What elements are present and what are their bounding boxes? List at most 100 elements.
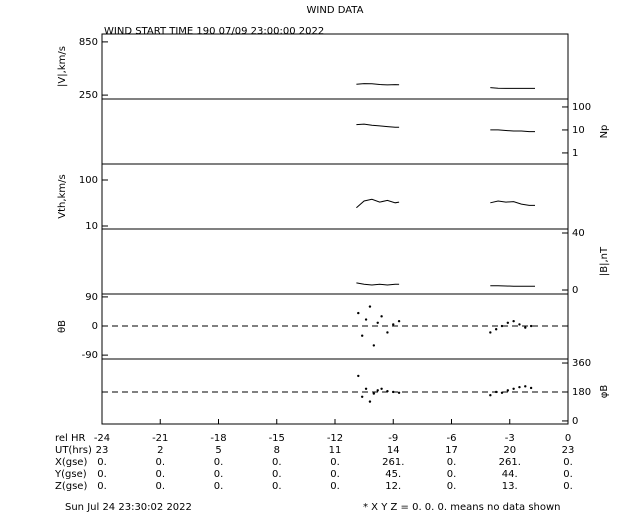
table-cell: 0. [330,457,340,468]
y-tick-label: 0 [572,416,578,427]
table-cell: 20 [503,445,516,456]
y-tick-label: 850 [79,37,98,48]
data-point [518,323,521,326]
data-point [494,328,498,331]
table-cell: 13. [502,481,518,492]
table-cell: 0. [97,457,107,468]
x-tick-label: -12 [327,433,343,444]
panel-frame [101,228,569,295]
data-line [356,198,535,209]
table-cell: 261. [382,457,404,468]
table-cell: 0. [155,469,165,480]
data-point [376,389,379,392]
y-axis-label: |B|,nT [599,246,610,276]
y-tick-label: -90 [82,350,98,361]
x-tick-label: -3 [505,433,515,444]
data-point [364,387,368,390]
data-point [376,321,379,324]
x-axis-label: rel HR [55,433,86,444]
data-point [397,391,401,394]
data-point [489,394,492,397]
data-point [529,386,533,390]
table-cell: 12. [385,481,401,492]
table-cell: 0. [214,469,224,480]
data-point [380,387,383,390]
table-row-label: X(gse) [55,457,87,468]
table-cell: 0. [447,457,457,468]
data-point [357,311,360,315]
data-point [357,374,360,378]
data-point [372,344,376,347]
x-tick-label: -9 [388,433,398,444]
table-cell: 5 [215,445,221,456]
y-tick-label: 90 [85,292,98,303]
table-cell: 0. [214,481,224,492]
table-cell: 0. [330,481,340,492]
data-line [356,123,535,133]
data-point [500,324,504,328]
x-tick-label: -24 [94,433,110,444]
table-cell: 0. [447,481,457,492]
y-axis-label: Np [599,125,610,139]
y-tick-label: 10 [85,221,98,232]
y-tick-label: 250 [79,90,98,101]
footer-date: Sun Jul 24 23:30:02 2022 [65,502,192,512]
data-point [360,334,364,337]
panel-frame [101,33,569,100]
table-cell: 8 [274,445,280,456]
data-point [392,390,395,394]
data-point [360,395,364,399]
y-tick-label: 100 [79,175,98,186]
data-point [524,326,527,329]
data-point [364,318,368,321]
y-axis-label: |V|,km/s [57,46,68,87]
y-tick-label: 180 [572,387,591,398]
table-cell: 23 [96,445,109,456]
data-point [380,315,383,318]
panel-frame [101,98,569,165]
data-point [368,400,372,403]
table-row-label: UT(hrs) [55,445,92,456]
table-cell: 2 [157,445,163,456]
x-tick-label: 0 [565,433,571,444]
data-point [372,392,376,395]
table-cell: 261. [499,457,521,468]
table-row-label: Z(gse) [55,481,87,492]
data-point [512,387,515,390]
table-cell: 0. [155,457,165,468]
table-cell: 0. [214,457,224,468]
table-cell: 0. [272,481,282,492]
data-point [386,331,389,334]
y-axis-label: φB [599,385,610,399]
table-cell: 0. [563,481,573,492]
y-tick-label: 40 [572,228,585,239]
table-cell: 0. [563,457,573,468]
data-point [518,385,521,389]
table-cell: 0. [97,469,107,480]
table-cell: 11 [329,445,342,456]
data-point [386,389,389,393]
table-cell: 0. [272,457,282,468]
y-tick-label: 360 [572,358,591,369]
table-cell: 44. [502,469,518,480]
y-tick-label: 0 [92,321,98,332]
data-point [397,319,401,323]
y-axis-label: θB [57,320,68,333]
data-point [392,323,395,326]
chart-title: WIND DATA [307,5,364,16]
x-tick-label: -15 [269,433,285,444]
y-tick-label: 0 [572,285,578,296]
data-point [506,321,510,324]
x-tick-label: -6 [447,433,457,444]
data-point [500,391,504,394]
data-point [494,390,498,394]
table-cell: 45. [385,469,401,480]
table-cell: 17 [445,445,458,456]
footer-note: * X Y Z = 0. 0. 0. means no data shown [363,502,561,512]
table-cell: 0. [330,469,340,480]
x-tick-label: -21 [152,433,168,444]
data-point [506,389,510,392]
table-cell: 14 [387,445,400,456]
data-line [356,83,535,89]
